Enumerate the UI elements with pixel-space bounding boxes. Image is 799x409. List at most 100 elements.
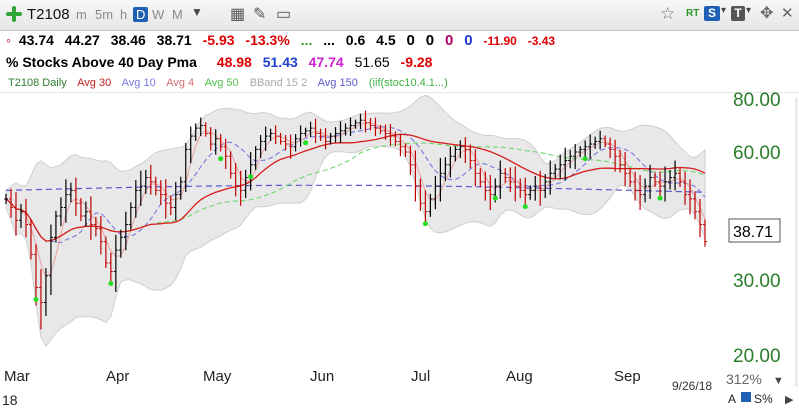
x-axis: Mar Apr May Jun Jul Aug Sep — [4, 368, 641, 385]
price-bar — [373, 117, 378, 137]
price-bar — [428, 193, 433, 217]
avg30-line — [5, 133, 706, 242]
price-bar — [153, 176, 158, 196]
quote-z4: 0 — [464, 32, 473, 49]
vertical-scrollbar[interactable] — [795, 97, 798, 387]
grid-icon[interactable]: ▦ — [230, 6, 246, 23]
price-bar — [498, 160, 503, 199]
y-tick-label: 60.00 — [733, 143, 781, 164]
study-legend: T2108 Daily Avg 30 Avg 10 Avg 4 Avg 50 B… — [8, 77, 456, 89]
timeframe-weekly[interactable]: W — [152, 7, 165, 22]
price-bar — [678, 168, 683, 187]
quote-dots-black: ... — [323, 32, 335, 48]
price-bar — [418, 178, 423, 211]
price-bar — [238, 170, 243, 206]
price-bar — [593, 136, 598, 149]
legend-item-bband[interactable]: BBand 15 2 — [249, 77, 308, 89]
price-bar — [413, 150, 418, 202]
favorite-star-icon[interactable]: ☆ — [660, 4, 676, 23]
price-bar — [573, 144, 578, 170]
price-bar — [608, 137, 613, 158]
price-bar — [93, 216, 98, 237]
s-dropdown-icon[interactable]: ▾ — [721, 5, 727, 16]
legend-item-t2108[interactable]: T2108 Daily — [8, 77, 67, 89]
x-tick-label: Jul — [411, 368, 430, 385]
legend-item-avg4[interactable]: Avg 4 — [166, 77, 195, 89]
timeframe-daily[interactable]: D — [133, 7, 149, 22]
quote-neg2: -3.43 — [527, 34, 556, 48]
price-bar — [438, 157, 443, 202]
signal-dot — [582, 156, 588, 162]
price-bar — [268, 128, 273, 141]
price-bar — [353, 119, 358, 129]
price-bar — [173, 181, 178, 221]
price-chart[interactable]: 80.00 60.00 30.00 20.00 Mar Apr May Jun Jul Aug S… — [0, 92, 799, 409]
price-bar — [278, 132, 283, 145]
move-icon[interactable]: ✥ — [760, 5, 774, 22]
legend-item-avg10[interactable]: Avg 10 — [121, 77, 156, 89]
settings-s-button[interactable]: S — [704, 6, 720, 21]
price-bar — [408, 145, 413, 176]
price-bar — [118, 229, 123, 258]
price-bar — [148, 164, 153, 195]
close-icon[interactable]: ✕ — [781, 5, 794, 22]
auto-scale-button[interactable]: A — [728, 392, 736, 406]
legend-item-avg50[interactable]: Avg 50 — [204, 77, 239, 89]
price-bar — [228, 151, 233, 179]
indicator-v3: 47.74 — [308, 54, 344, 70]
price-bar — [8, 188, 13, 218]
signal-dot — [492, 195, 498, 201]
price-bar — [628, 168, 633, 187]
price-bar — [273, 125, 278, 145]
price-bar — [393, 131, 398, 147]
right-scroll-icon[interactable]: ▶ — [785, 394, 794, 406]
price-bar — [258, 135, 263, 158]
price-bar — [208, 127, 213, 151]
legend-item-avg30[interactable]: Avg 30 — [77, 77, 112, 89]
price-bar — [478, 168, 483, 187]
timeframe-5min[interactable]: 5m — [95, 7, 114, 22]
price-bar — [283, 135, 288, 151]
zoom-label[interactable]: 312% — [726, 371, 762, 387]
price-bar — [133, 180, 138, 218]
draw-pencil-icon[interactable]: ✎ — [253, 6, 267, 23]
price-bar — [433, 175, 438, 210]
timeframe-monthly[interactable]: M — [172, 7, 183, 22]
x-tick-label: Mar — [4, 368, 30, 385]
signal-dot — [248, 174, 254, 180]
price-bar — [588, 134, 593, 159]
tools-t-button[interactable]: T — [731, 6, 745, 21]
signal-dot — [33, 297, 39, 302]
price-bar — [458, 140, 463, 158]
price-bar — [348, 117, 353, 137]
percent-scale-button[interactable]: S% — [754, 392, 773, 406]
price-bar — [178, 176, 183, 200]
price-bar — [298, 125, 303, 147]
legend-item-signal[interactable]: (iif(stoc10.4.1...) — [368, 77, 448, 89]
add-symbol-icon[interactable] — [6, 6, 22, 22]
symbol-label[interactable]: T2108 — [27, 6, 70, 23]
price-bar — [473, 149, 478, 187]
quote-change-pct: -13.3% — [245, 32, 290, 48]
timeframe-minute[interactable]: m — [76, 7, 87, 22]
price-bar — [668, 169, 673, 190]
price-bar — [188, 126, 193, 164]
t-dropdown-icon[interactable]: ▾ — [746, 5, 752, 16]
quote-z3: 0 — [444, 32, 454, 49]
quote-close: 38.71 — [156, 32, 192, 48]
price-bar — [583, 140, 588, 158]
signal-dot — [657, 195, 663, 201]
price-bar — [383, 124, 388, 140]
price-bar — [633, 171, 638, 201]
price-bar — [603, 135, 608, 148]
price-bar — [318, 128, 323, 141]
scale-type-icon[interactable] — [741, 392, 751, 402]
zoom-dropdown-icon[interactable]: ▼ — [773, 375, 784, 387]
layout-icon[interactable]: ▭ — [276, 6, 292, 23]
timeframe-hour[interactable]: h — [120, 7, 128, 22]
price-bar — [53, 210, 58, 243]
timeframe-dropdown-icon[interactable]: ▼ — [191, 5, 203, 19]
price-bar — [158, 180, 163, 205]
y-tick-label: 20.00 — [733, 346, 781, 367]
legend-item-avg150[interactable]: Avg 150 — [317, 77, 358, 89]
